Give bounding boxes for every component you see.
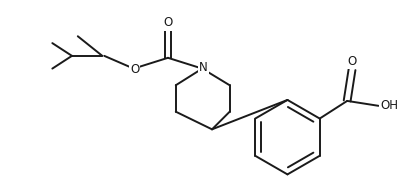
Text: N: N <box>198 61 207 74</box>
Text: O: O <box>346 55 356 68</box>
Text: O: O <box>163 16 172 29</box>
Text: O: O <box>130 63 139 76</box>
Text: OH: OH <box>379 99 397 112</box>
